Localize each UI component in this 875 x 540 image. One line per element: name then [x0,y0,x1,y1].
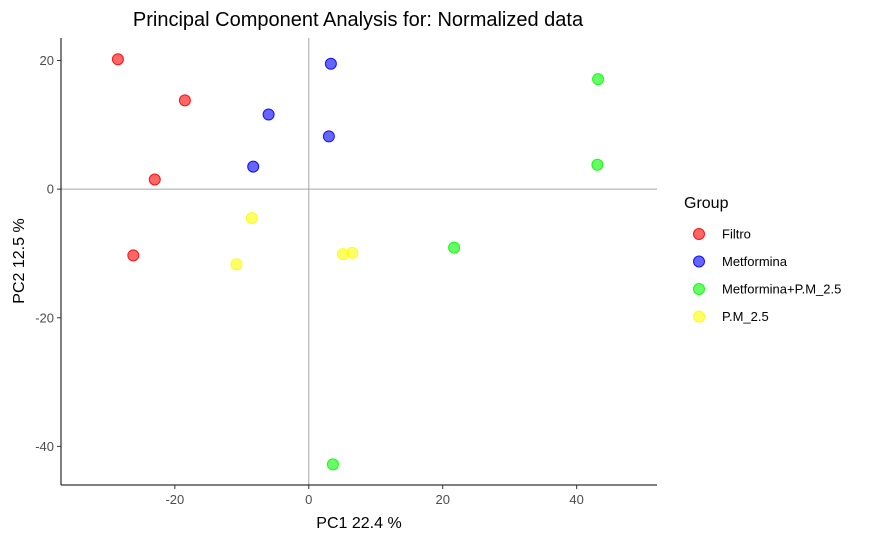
legend-title: Group [684,195,729,212]
data-point [346,246,359,259]
x-tick-label: -20 [165,492,184,507]
reference-lines [61,38,657,485]
x-axis-ticks: -20 0 20 40 [165,485,584,507]
legend-items: Filtro Metformina Metformina+P.M_2.5 P.M_2.… [693,227,841,324]
legend-label: Filtro [722,227,751,242]
data-point [127,249,140,262]
chart-title: Principal Component Analysis for: Normal… [133,9,584,31]
y-tick-label: 20 [40,53,54,68]
legend-label: Metformina [722,254,788,269]
data-point [262,108,275,121]
data-point [230,258,243,271]
legend-key [693,255,705,268]
legend-key [693,283,705,295]
x-tick-label: 0 [305,492,312,507]
data-point [247,160,260,173]
data-point [591,158,604,171]
data-point [324,57,337,70]
data-point [448,241,461,254]
data-point [148,173,161,186]
plot-area: -20 0 20 40 20 0 -20 -40 [35,38,657,507]
data-point [178,94,191,107]
data-point [592,73,605,86]
data-point [245,212,258,225]
data-point [111,53,124,66]
data-point [326,458,339,471]
y-axis-ticks: 20 0 -20 -40 [35,53,61,454]
legend-label: P.M_2.5 [722,309,769,324]
x-tick-label: 40 [569,492,583,507]
legend-key [693,310,705,323]
legend: Group Filtro Metformina Metformina+P.M_2.5… [684,195,841,324]
legend-key [693,228,705,240]
legend-label: Metformina+P.M_2.5 [722,282,841,297]
data-points [111,53,605,471]
y-tick-label: 0 [47,182,54,197]
x-tick-label: 20 [435,492,449,507]
y-tick-label: -20 [35,310,54,325]
y-axis-title: PC2 12.5 % [11,218,28,303]
y-tick-label: -40 [35,439,54,454]
x-axis-title: PC1 22.4 % [316,515,401,532]
data-point [322,130,335,143]
